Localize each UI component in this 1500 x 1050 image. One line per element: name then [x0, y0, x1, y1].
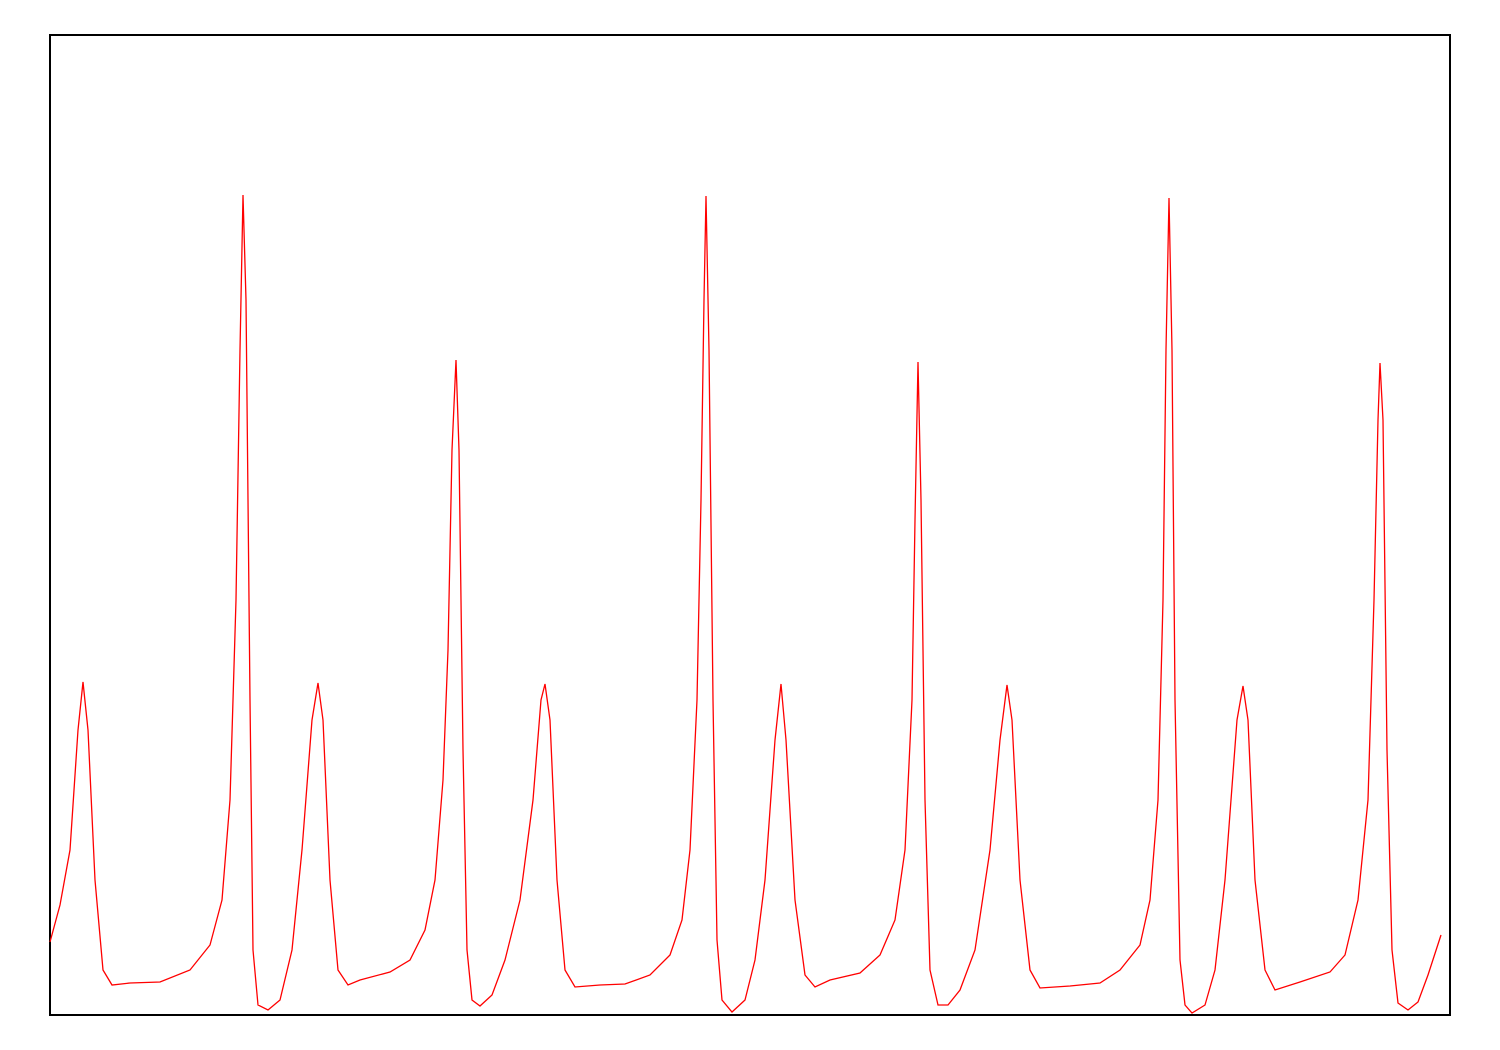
data-line — [49, 194, 1442, 1014]
plot-frame — [49, 34, 1451, 1016]
